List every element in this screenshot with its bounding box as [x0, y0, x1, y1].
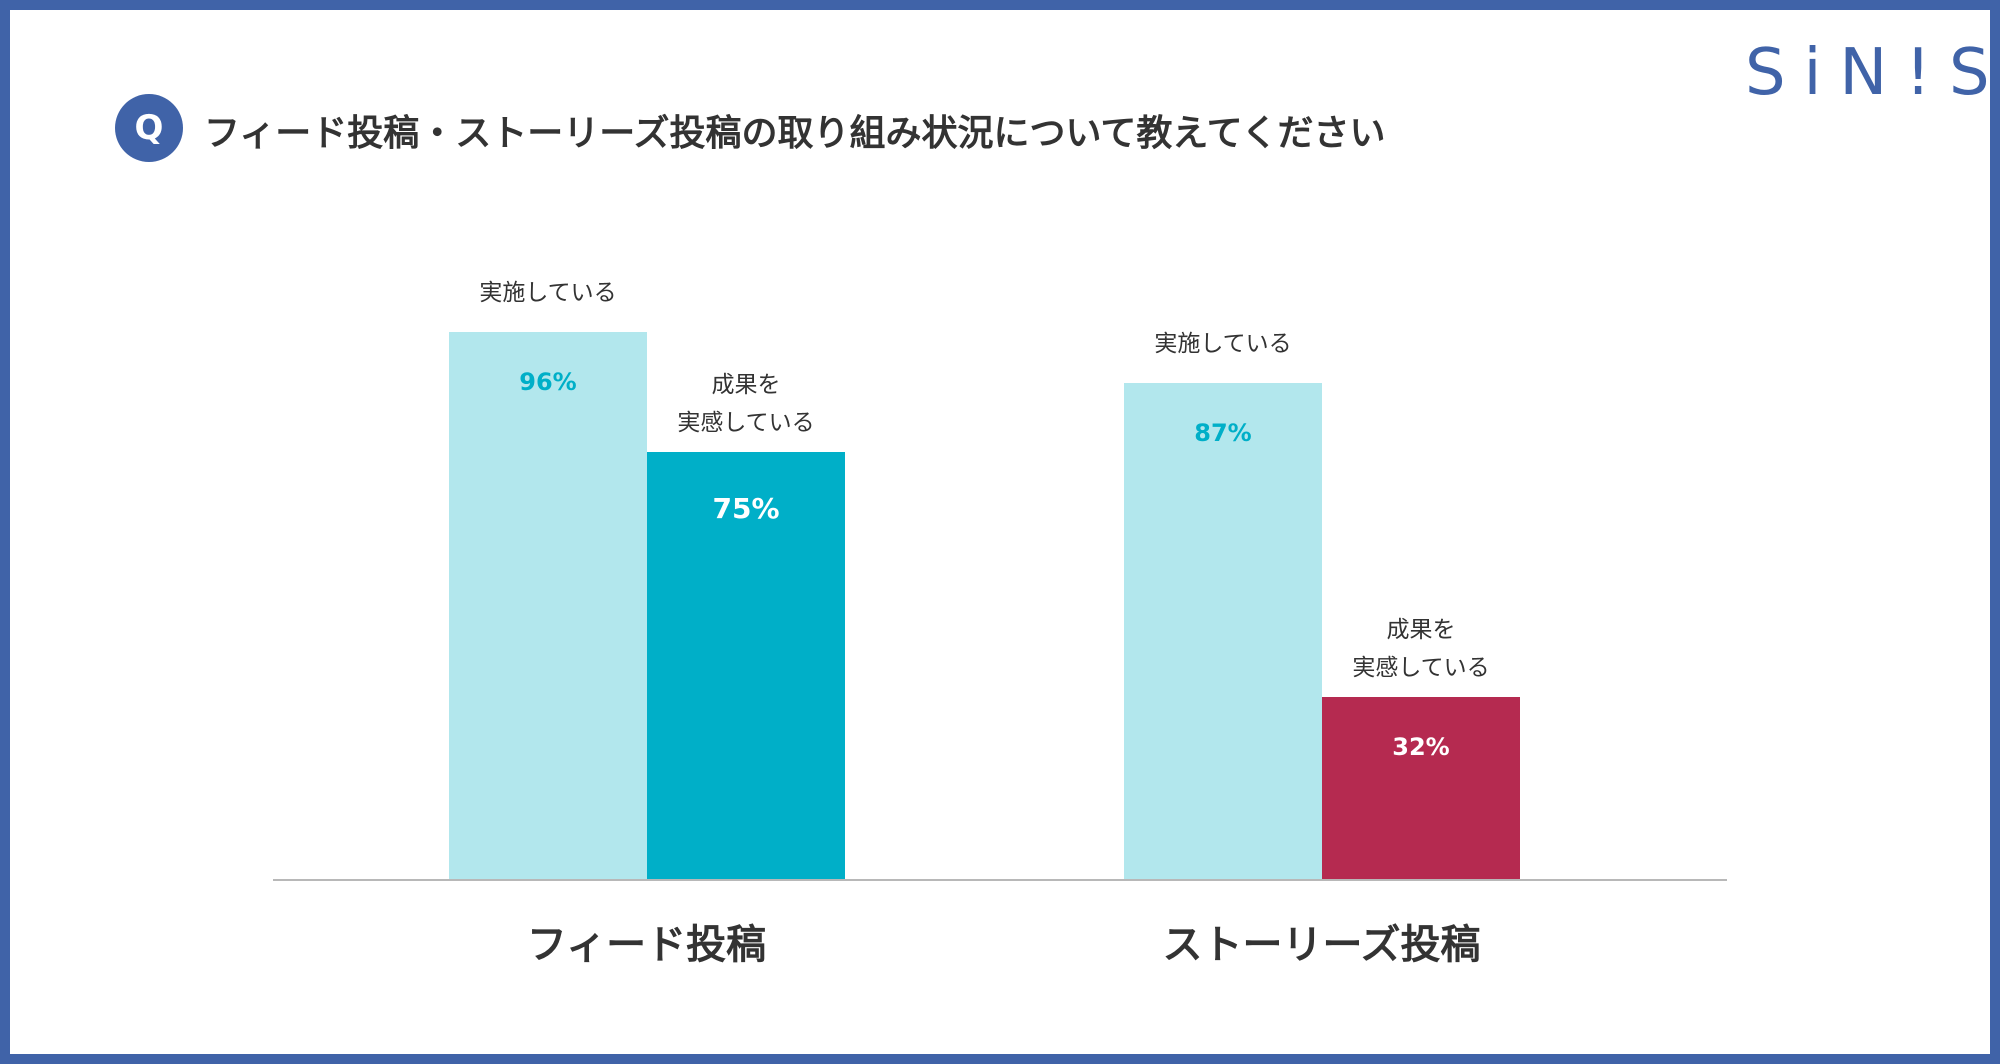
- bar-value-label: 87%: [1194, 419, 1252, 448]
- series-label: 実施している: [479, 279, 617, 306]
- x-axis-line: [273, 879, 1727, 881]
- page-title: フィード投稿・ストーリーズ投稿の取り組み状況について教えてください: [204, 113, 1386, 154]
- category-label-stories: ストーリーズ投稿: [1162, 922, 1481, 968]
- bar-value-label: 32%: [1392, 732, 1450, 761]
- series-label-line: 成果を: [711, 371, 781, 398]
- series-label-line: 実感している: [677, 409, 815, 436]
- sinis-logo: SiN!S: [1745, 36, 2000, 110]
- series-label: 実施している: [1154, 331, 1292, 358]
- series-label: 成果を 実感している: [647, 366, 845, 442]
- series-label-line: 実感している: [1352, 654, 1490, 681]
- series-label-line: 成果を: [1386, 616, 1456, 643]
- category-label-feed: フィード投稿: [526, 922, 767, 968]
- series-label: 成果を 実感している: [1322, 611, 1520, 687]
- question-badge: Q: [115, 94, 183, 162]
- bar-implemented-1: 87%: [1124, 383, 1322, 879]
- bar-result-1: 32%: [1322, 696, 1520, 879]
- bar-value-label: 75%: [712, 491, 780, 525]
- bar-result-0: 75%: [647, 451, 845, 879]
- bar-value-label: 96%: [519, 367, 577, 396]
- bar-implemented-0: 96%: [449, 331, 647, 879]
